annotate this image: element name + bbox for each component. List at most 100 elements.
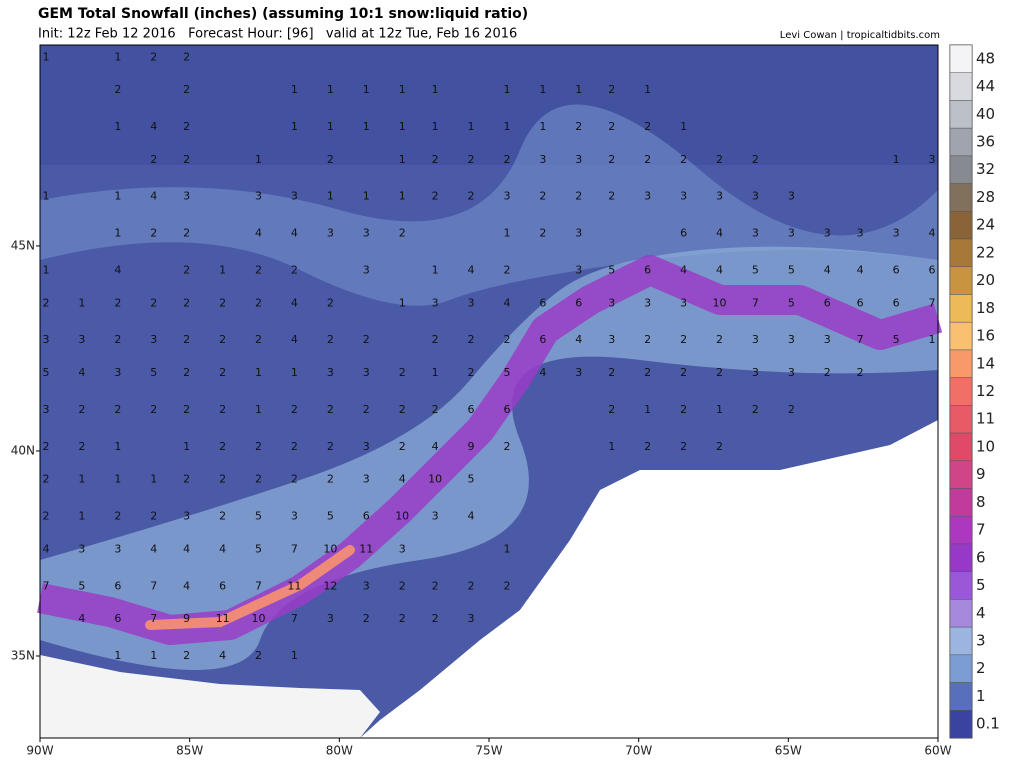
snow-value: 2 xyxy=(575,120,582,133)
colorbar-label: 24 xyxy=(976,216,995,234)
snow-value: 11 xyxy=(359,542,373,555)
snow-value: 4 xyxy=(291,333,298,346)
colorbar-label: 10 xyxy=(976,437,995,455)
snow-value: 2 xyxy=(255,264,262,277)
colorbar-swatch xyxy=(949,100,973,129)
snow-value: 2 xyxy=(114,333,121,346)
snow-value: 2 xyxy=(468,579,475,592)
snow-value: 7 xyxy=(150,579,157,592)
snow-value: 2 xyxy=(219,296,226,309)
colorbar-swatch xyxy=(949,44,973,73)
colorbar-label: 9 xyxy=(976,465,986,483)
snow-value: 2 xyxy=(114,296,121,309)
snow-value: 3 xyxy=(183,510,190,523)
snow-value: 4 xyxy=(539,366,546,379)
snow-value: 3 xyxy=(716,190,723,203)
snow-value: 1 xyxy=(503,227,510,240)
colorbar-label: 2 xyxy=(976,659,986,677)
snow-value: 2 xyxy=(644,120,651,133)
snow-value: 5 xyxy=(788,296,795,309)
colorbar-label: 1 xyxy=(976,687,986,705)
snow-value: 2 xyxy=(399,227,406,240)
snow-value: 2 xyxy=(503,440,510,453)
snow-value: 2 xyxy=(432,333,439,346)
colorbar-label: 22 xyxy=(976,243,995,261)
snow-value: 2 xyxy=(255,473,262,486)
colorbar-label: 12 xyxy=(976,382,995,400)
colorbar-swatch xyxy=(949,72,973,101)
snow-value: 1 xyxy=(644,403,651,416)
snow-value: 2 xyxy=(503,333,510,346)
colorbar-swatch xyxy=(949,626,973,656)
snow-value: 2 xyxy=(503,153,510,166)
snow-value: 2 xyxy=(327,403,334,416)
snow-value: 2 xyxy=(608,403,615,416)
snow-value: 2 xyxy=(219,473,226,486)
snow-value: 6 xyxy=(539,296,546,309)
snow-value: 2 xyxy=(752,153,759,166)
colorbar-swatch xyxy=(949,710,973,739)
snow-value: 3 xyxy=(752,366,759,379)
snow-value: 1 xyxy=(255,366,262,379)
snow-value: 12 xyxy=(323,579,337,592)
snow-value: 7 xyxy=(291,542,298,555)
y-tick-label: 35N xyxy=(11,648,35,662)
snow-value: 3 xyxy=(327,227,334,240)
snow-value: 2 xyxy=(539,190,546,203)
snow-value: 1 xyxy=(255,153,262,166)
snow-value: 2 xyxy=(468,366,475,379)
snow-value: 2 xyxy=(150,50,157,63)
snow-value: 2 xyxy=(150,510,157,523)
snow-value: 2 xyxy=(255,649,262,662)
snow-value: 1 xyxy=(399,120,406,133)
snow-value: 6 xyxy=(503,403,510,416)
y-tick-label: 45N xyxy=(11,238,35,252)
snow-value: 3 xyxy=(893,227,900,240)
snow-value: 3 xyxy=(644,190,651,203)
snow-value: 4 xyxy=(468,264,475,277)
colorbar-label: 44 xyxy=(976,77,995,95)
snow-value: 1 xyxy=(399,83,406,96)
snow-value: 3 xyxy=(363,264,370,277)
snow-value: 2 xyxy=(432,612,439,625)
colorbar-label: 11 xyxy=(976,410,995,428)
snow-value: 3 xyxy=(539,153,546,166)
snow-value: 2 xyxy=(468,190,475,203)
snow-value: 5 xyxy=(893,333,900,346)
snow-value: 2 xyxy=(824,366,831,379)
snow-value: 10 xyxy=(395,510,409,523)
snow-value: 1 xyxy=(929,333,936,346)
snow-value: 3 xyxy=(42,333,49,346)
snow-value: 3 xyxy=(857,227,864,240)
colorbar-swatch xyxy=(949,238,973,268)
snow-value: 5 xyxy=(255,542,262,555)
snow-value: 4 xyxy=(219,649,226,662)
snow-value: 2 xyxy=(680,440,687,453)
x-tick-label: 85W xyxy=(176,744,203,758)
snow-value: 7 xyxy=(42,579,49,592)
x-tick-label: 65W xyxy=(775,744,802,758)
snow-value: 6 xyxy=(219,579,226,592)
snow-value: 1 xyxy=(150,649,157,662)
snow-value: 4 xyxy=(150,120,157,133)
snow-value: 3 xyxy=(608,333,615,346)
colorbar-swatch xyxy=(949,377,973,406)
colorbar-label: 40 xyxy=(976,105,995,123)
colorbar-swatch xyxy=(949,266,973,295)
snow-value: 5 xyxy=(150,366,157,379)
snow-value: 2 xyxy=(399,366,406,379)
snow-value: 6 xyxy=(114,579,121,592)
snow-value: 9 xyxy=(183,612,190,625)
snow-value: 2 xyxy=(78,403,85,416)
snow-value: 2 xyxy=(183,227,190,240)
colorbar-swatch xyxy=(949,460,973,489)
snow-value: 3 xyxy=(824,333,831,346)
snow-value: 2 xyxy=(468,153,475,166)
colorbar-swatch xyxy=(949,654,973,683)
snow-value: 4 xyxy=(78,366,85,379)
snow-value: 1 xyxy=(432,366,439,379)
snow-value: 2 xyxy=(680,403,687,416)
snow-value: 1 xyxy=(255,403,262,416)
colorbar-swatch xyxy=(949,432,973,462)
